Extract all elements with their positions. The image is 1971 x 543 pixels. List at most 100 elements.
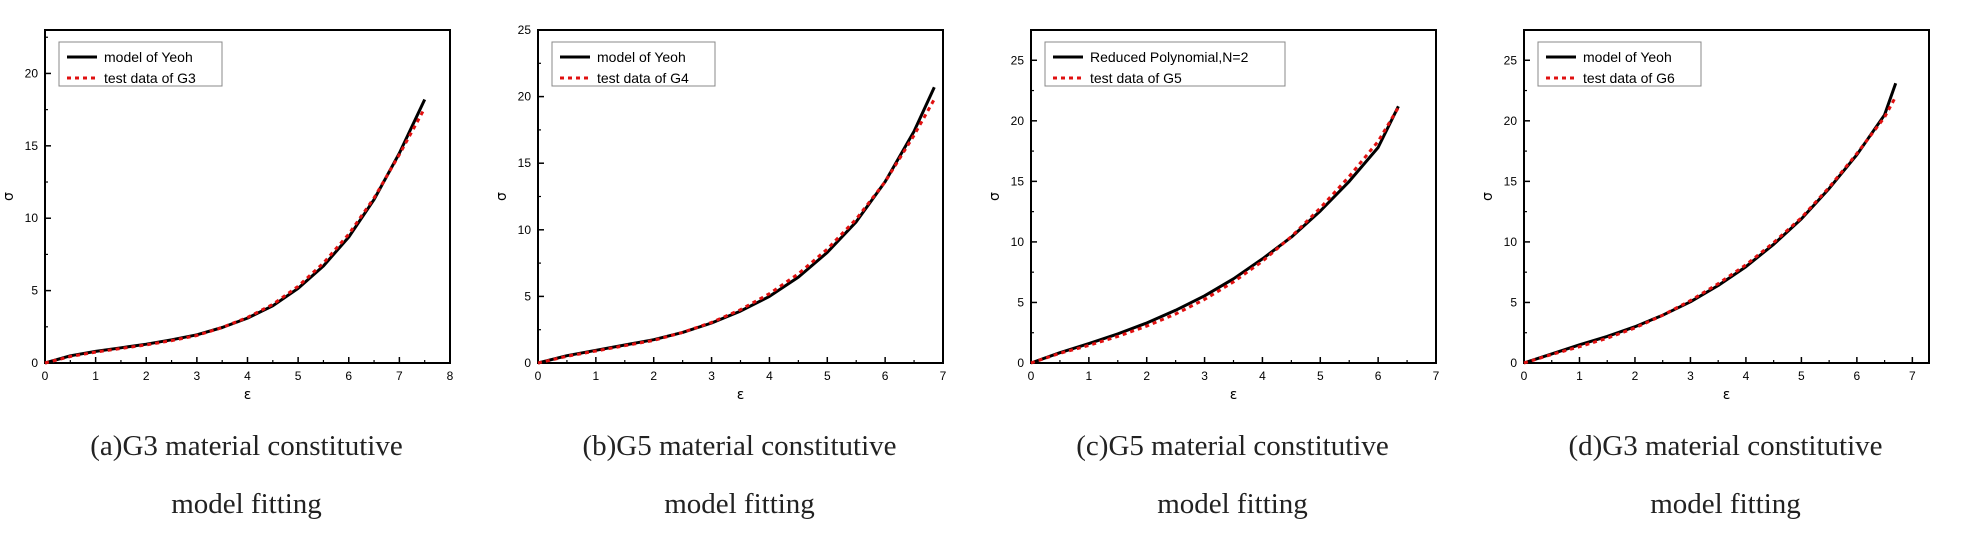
x-tick-label: 3	[708, 369, 715, 383]
x-tick-label: 6	[345, 369, 352, 383]
x-tick-label: 1	[1576, 369, 1583, 383]
x-axis-label: ε	[737, 387, 745, 403]
x-tick-label: 6	[1854, 369, 1861, 383]
x-tick-label: 4	[1259, 369, 1266, 383]
x-tick-label: 2	[1632, 369, 1639, 383]
x-tick-label: 5	[295, 369, 302, 383]
x-tick-label: 7	[1433, 369, 1440, 383]
y-tick-label: 15	[1011, 174, 1025, 188]
x-tick-label: 4	[766, 369, 773, 383]
chart-panel-b: 0 1 2 3 4 5 6 7 0 5 10 15 20 25 ε σ model of Yeoh test da…	[493, 0, 986, 543]
y-tick-label: 5	[1510, 295, 1517, 309]
chart-panel-a: 0 1 2 3 4 5 6 7 8 0 5 10 15 20 ε σ model of Yeoh test dat…	[0, 0, 493, 543]
legend-label: test data of G5	[1090, 70, 1182, 86]
x-tick-label: 7	[940, 369, 947, 383]
legend: model of Yeoh test data of G4	[551, 41, 716, 87]
y-tick-label: 25	[1011, 53, 1025, 67]
x-tick-label: 1	[593, 369, 600, 383]
x-tick-label: 3	[194, 369, 201, 383]
y-tick-label: 20	[1011, 114, 1025, 128]
x-tick-label: 6	[1375, 369, 1382, 383]
y-tick-label: 15	[518, 156, 532, 170]
legend-label: model of Yeoh	[1583, 49, 1672, 65]
x-tick-label: 5	[824, 369, 831, 383]
y-tick-label: 10	[25, 211, 39, 225]
legend-label: Reduced Polynomial,N=2	[1090, 49, 1249, 65]
series-line	[1523, 82, 1898, 365]
legend-label: model of Yeoh	[597, 49, 686, 65]
chart-c: 0 1 2 3 4 5 6 7 0 5 10 15 20 25 ε σ Reduced Polynomial,N…	[987, 29, 1440, 403]
caption-line1: (b)G5 material constitutive	[582, 430, 897, 462]
y-tick-label: 0	[524, 356, 531, 370]
x-tick-label: 0	[42, 369, 49, 383]
y-tick-label: 20	[25, 66, 39, 80]
y-tick-label: 0	[31, 356, 38, 370]
x-tick-label: 2	[1143, 369, 1150, 383]
caption-line2: model fitting	[1650, 488, 1801, 520]
series-line	[537, 98, 936, 365]
y-tick-label: 10	[1504, 235, 1518, 249]
y-tick-label: 5	[31, 284, 38, 298]
legend: model of Yeoh test data of G3	[58, 41, 223, 87]
y-axis-label: σ	[494, 192, 510, 201]
x-tick-label: 0	[1521, 369, 1528, 383]
x-tick-label: 2	[143, 369, 150, 383]
legend-box	[1044, 41, 1286, 87]
caption-line2: model fitting	[664, 488, 815, 520]
y-tick-label: 15	[1504, 174, 1518, 188]
series-line	[537, 86, 936, 365]
caption-line1: (d)G3 material constitutive	[1568, 430, 1883, 462]
y-axis-label: σ	[1, 192, 17, 201]
x-tick-label: 4	[1743, 369, 1750, 383]
y-axis-label: σ	[987, 192, 1003, 201]
legend-label: test data of G4	[597, 70, 689, 86]
chart-b: 0 1 2 3 4 5 6 7 0 5 10 15 20 25 ε σ model of Yeoh test da…	[494, 23, 947, 403]
series-line	[1523, 95, 1898, 365]
y-tick-label: 25	[518, 23, 532, 37]
plot-frame	[1523, 29, 1930, 364]
series-line	[1030, 106, 1400, 365]
x-axis-label: ε	[1230, 387, 1238, 403]
y-tick-label: 0	[1510, 356, 1517, 370]
x-tick-label: 5	[1317, 369, 1324, 383]
x-tick-label: 1	[1086, 369, 1093, 383]
x-tick-label: 5	[1798, 369, 1805, 383]
x-tick-label: 0	[535, 369, 542, 383]
chart-panel-d: 0 1 2 3 4 5 6 7 0 5 10 15 20 25 ε σ model of Yeoh test da…	[1479, 0, 1971, 543]
x-axis-label: ε	[1723, 387, 1731, 403]
x-tick-label: 1	[92, 369, 99, 383]
legend: Reduced Polynomial,N=2 test data of G5	[1044, 41, 1286, 87]
caption-line1: (c)G5 material constitutive	[1076, 430, 1389, 462]
legend-label: test data of G3	[104, 70, 196, 86]
x-tick-label: 6	[882, 369, 889, 383]
legend: model of Yeoh test data of G6	[1537, 41, 1702, 87]
y-tick-label: 10	[518, 223, 532, 237]
x-tick-label: 4	[244, 369, 251, 383]
y-tick-label: 0	[1017, 356, 1024, 370]
y-tick-label: 5	[524, 289, 531, 303]
y-tick-label: 25	[1504, 53, 1518, 67]
x-tick-label: 2	[650, 369, 657, 383]
caption-line2: model fitting	[1157, 488, 1308, 520]
series-line	[1030, 105, 1400, 365]
y-tick-label: 20	[518, 90, 532, 104]
y-tick-label: 10	[1011, 235, 1025, 249]
x-tick-label: 3	[1687, 369, 1694, 383]
chart-panel-c: 0 1 2 3 4 5 6 7 0 5 10 15 20 25 ε σ Reduced Polynomial,N…	[986, 0, 1479, 543]
x-tick-label: 7	[1909, 369, 1916, 383]
chart-d: 0 1 2 3 4 5 6 7 0 5 10 15 20 25 ε σ model of Yeoh test da…	[1480, 29, 1930, 403]
legend-label: test data of G6	[1583, 70, 1675, 86]
x-tick-label: 0	[1028, 369, 1035, 383]
caption-line2: model fitting	[171, 488, 322, 520]
x-axis-label: ε	[244, 387, 252, 403]
y-axis-label: σ	[1480, 192, 1496, 201]
caption-line1: (a)G3 material constitutive	[90, 430, 403, 462]
y-tick-label: 15	[25, 139, 39, 153]
y-tick-label: 5	[1017, 295, 1024, 309]
y-tick-label: 20	[1504, 114, 1518, 128]
x-tick-label: 3	[1201, 369, 1208, 383]
series-line	[44, 107, 427, 365]
x-tick-label: 8	[447, 369, 454, 383]
x-tick-label: 7	[396, 369, 403, 383]
chart-a: 0 1 2 3 4 5 6 7 8 0 5 10 15 20 ε σ model of Yeoh test dat…	[1, 29, 454, 403]
